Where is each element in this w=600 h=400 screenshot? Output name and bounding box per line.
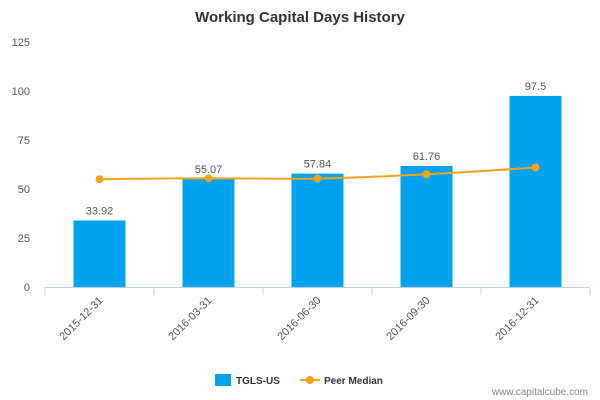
y-tick-label: 75 [18,135,30,147]
bar-value-label: 97.5 [525,81,546,93]
y-axis: 0 25 50 75 100 125 [12,37,30,294]
legend-label-peer-median: Peer Median [324,376,383,387]
y-tick-label: 125 [12,37,30,49]
x-tick-label: 2016-09-30 [384,295,432,343]
bar-series [73,95,562,288]
x-tick-label: 2016-12-31 [493,295,541,343]
y-tick-label: 25 [18,233,30,245]
credit-text: www.capitalcube.com [491,387,588,398]
legend-swatch-tgls [215,374,231,386]
y-tick-label: 0 [24,282,30,294]
y-tick-label: 50 [18,184,30,196]
peer-median-point-2015-12-31 [95,175,104,184]
bar-2016-06-30 [291,173,344,287]
x-tick-label: 2016-06-30 [275,295,323,343]
bar-value-label: 61.76 [413,151,441,163]
peer-median-point-2016-12-31 [531,163,540,172]
legend-swatch-peer-median-marker [306,376,314,384]
bar-value-label: 33.92 [86,206,114,218]
bar-2016-12-31 [509,95,562,288]
bar-value-label: 55.07 [195,164,223,176]
peer-median-point-2016-06-30 [313,174,322,183]
legend-label-tgls: TGLS-US [236,376,280,387]
y-tick-label: 100 [12,86,30,98]
bar-value-label: 57.84 [304,159,332,171]
bar-2015-12-31 [73,220,126,287]
bar-2016-03-31 [182,179,235,287]
bar-data-labels: 33.92 55.07 57.84 61.76 97.5 [86,81,546,218]
peer-median-point-2016-09-30 [422,170,431,179]
x-tick-label: 2016-03-31 [166,295,214,343]
x-axis: 2015-12-31 2016-03-31 2016-06-30 2016-09-30… [44,287,591,343]
chart-title: Working Capital Days History [195,9,405,26]
legend: TGLS-US Peer Median [215,374,383,387]
bar-2016-09-30 [400,165,453,287]
x-tick-label: 2015-12-31 [57,295,105,343]
peer-median-series [95,163,540,184]
peer-median-point-2016-03-31 [204,174,213,183]
